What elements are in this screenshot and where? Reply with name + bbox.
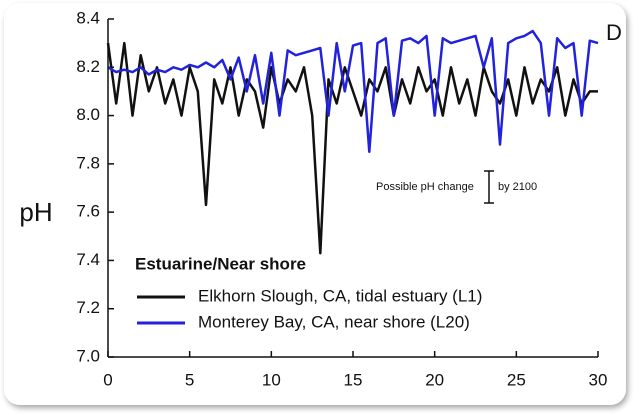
x-tick-label: 20: [425, 370, 444, 389]
y-axis-label: pH: [19, 197, 52, 227]
y-tick-label: 7.8: [76, 153, 100, 172]
y-tick-label: 8.2: [76, 57, 100, 76]
annotation: by 2100: [498, 181, 537, 193]
x-tick-label: 15: [344, 370, 363, 389]
x-tick-label: 25: [507, 370, 526, 389]
x-tick-label: 30: [589, 370, 608, 389]
legend-label: Elkhorn Slough, CA, tidal estuary (L1): [198, 286, 482, 305]
series-line: [107, 29, 599, 154]
y-tick-label: 7.4: [76, 250, 100, 269]
series-line: [106, 41, 598, 255]
annotation: Possible pH change: [376, 181, 474, 193]
range-bar: [484, 170, 494, 204]
x-tick-label: 10: [262, 370, 281, 389]
x-tick-label: 5: [185, 370, 194, 389]
card: [4, 3, 626, 405]
y-tick-label: 7.0: [76, 346, 100, 365]
y-tick-label: 8.4: [76, 8, 100, 27]
y-tick-label: 7.2: [76, 298, 100, 317]
x-tick-label: 0: [103, 370, 112, 389]
legend-label: Monterey Bay, CA, near shore (L20): [198, 312, 470, 331]
panel-label: D: [606, 20, 622, 45]
legend-title: Estuarine/Near shore: [135, 254, 306, 273]
y-tick-label: 8.0: [76, 105, 100, 124]
y-tick-label: 7.6: [76, 202, 100, 221]
